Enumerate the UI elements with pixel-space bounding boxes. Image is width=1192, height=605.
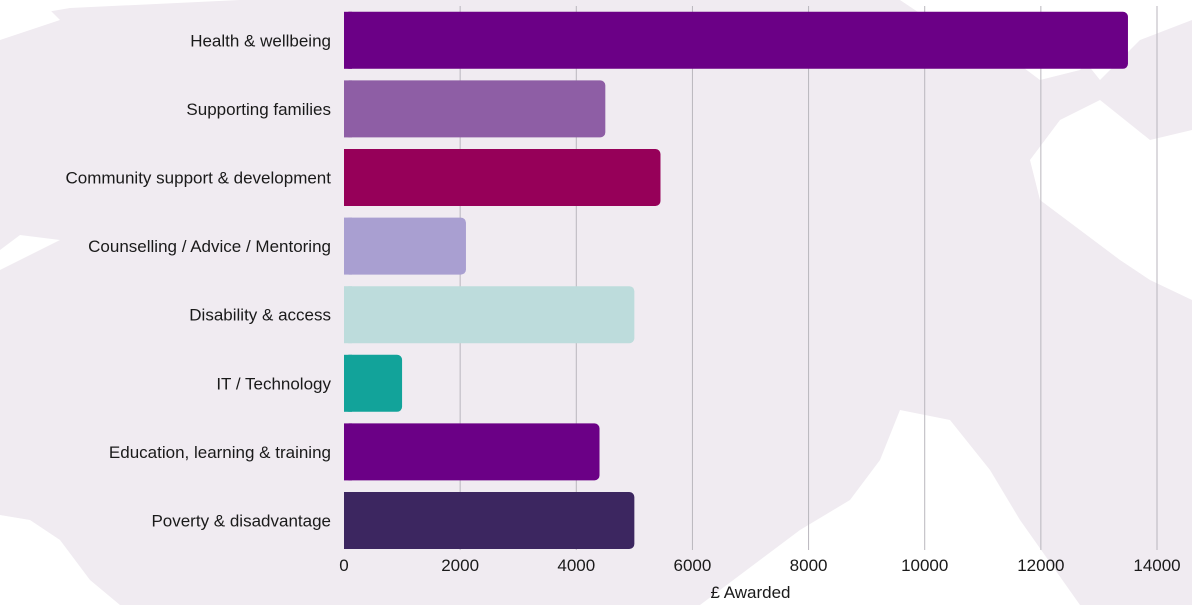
bar-edge xyxy=(344,217,352,275)
bar-edge xyxy=(344,149,352,206)
x-tick-label: 6000 xyxy=(674,556,712,575)
bar xyxy=(344,11,1128,69)
bar xyxy=(344,423,600,481)
category-label: Education, learning & training xyxy=(109,443,331,462)
bar xyxy=(344,149,661,206)
x-tick-label: 0 xyxy=(339,556,348,575)
x-tick-label: 4000 xyxy=(557,556,595,575)
category-labels: Health & wellbeing Supporting families Com… xyxy=(65,31,331,530)
x-tick-label: 10000 xyxy=(901,556,948,575)
background-shape xyxy=(0,0,60,40)
bar-edge xyxy=(344,354,352,412)
category-label: Disability & access xyxy=(189,306,331,325)
bar-edge xyxy=(344,80,352,138)
bar xyxy=(344,80,606,138)
category-label: Community support & development xyxy=(65,169,331,188)
bar xyxy=(344,286,635,344)
background-shape xyxy=(0,235,60,270)
x-axis-title: £ Awarded xyxy=(710,583,790,602)
bar xyxy=(344,217,466,275)
category-label: Counselling / Advice / Mentoring xyxy=(88,237,331,256)
category-label: IT / Technology xyxy=(216,374,331,393)
x-tick-labels: 0 2000 4000 6000 8000 10000 12000 14000 xyxy=(339,556,1180,575)
x-tick-label: 14000 xyxy=(1133,556,1180,575)
x-tick-label: 2000 xyxy=(441,556,479,575)
bar xyxy=(344,354,403,412)
category-label: Supporting families xyxy=(186,100,331,119)
background-shape xyxy=(0,60,150,340)
bar-edge xyxy=(344,423,352,481)
bars xyxy=(344,11,1128,549)
background-shape xyxy=(1030,100,1192,300)
category-label: Poverty & disadvantage xyxy=(151,512,331,531)
x-tick-label: 8000 xyxy=(790,556,828,575)
bar-edge xyxy=(344,286,352,344)
bar xyxy=(344,492,635,549)
bar-edge xyxy=(344,492,352,549)
x-tick-label: 12000 xyxy=(1017,556,1064,575)
category-label: Health & wellbeing xyxy=(190,31,331,50)
bar-edge xyxy=(344,11,352,69)
